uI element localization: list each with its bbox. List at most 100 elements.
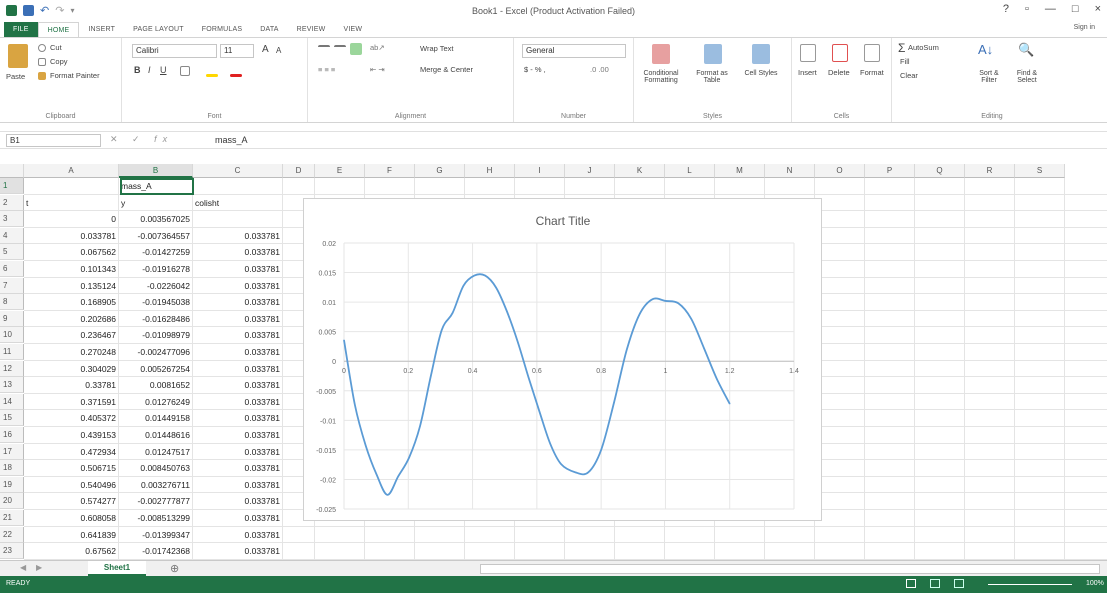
cell-b[interactable]: -0.002777877 (137, 496, 190, 507)
cell-a[interactable]: 0.236467 (80, 330, 116, 341)
find-select-button[interactable]: Find & Select (1016, 70, 1038, 84)
underline-button[interactable]: U (160, 65, 167, 75)
tab-insert[interactable]: INSERT (88, 26, 116, 33)
column-header[interactable]: C (193, 164, 283, 178)
minimize-icon[interactable]: — (1044, 3, 1056, 15)
cell-c[interactable]: 0.033781 (244, 413, 280, 424)
cell-b[interactable]: 0.01448616 (145, 430, 190, 440)
row-header[interactable]: 17 (0, 443, 24, 460)
cell-c[interactable]: colisht (195, 197, 220, 208)
row-header[interactable]: 8 (0, 294, 24, 311)
number-format-select[interactable]: General (522, 44, 626, 58)
cell-c[interactable]: 0.033781 (244, 546, 280, 557)
sheet-nav-next-icon[interactable]: ▶ (36, 563, 43, 572)
name-box[interactable]: B1 (6, 134, 101, 147)
cell-b[interactable]: -0.002477096 (137, 347, 190, 357)
maximize-icon[interactable]: □ (1071, 3, 1079, 15)
column-header[interactable]: F (365, 164, 415, 178)
cell-c[interactable] (195, 211, 283, 227)
row-header[interactable]: 7 (0, 277, 24, 294)
column-header[interactable]: M (715, 164, 765, 178)
cut-button[interactable]: Cut (50, 43, 62, 52)
cell-c[interactable]: 0.033781 (244, 479, 280, 490)
column-header[interactable]: J (565, 164, 615, 178)
row-header[interactable]: 18 (0, 460, 24, 477)
cell-a[interactable] (26, 178, 119, 194)
cell-c[interactable]: 0.033781 (244, 529, 280, 540)
autosum-button[interactable]: AutoSum (908, 43, 939, 52)
row-header[interactable]: 21 (0, 510, 24, 526)
cell-c[interactable]: 0.033781 (244, 297, 280, 308)
row-header[interactable]: 10 (0, 327, 24, 344)
row-header[interactable]: 19 (0, 476, 24, 493)
format-as-table-button[interactable]: Format as Table (696, 70, 728, 84)
tab-page-layout[interactable]: PAGE LAYOUT (133, 26, 184, 33)
cell-c[interactable] (195, 178, 283, 194)
cell-b[interactable]: 0.01276249 (145, 396, 190, 407)
cell-c[interactable]: 0.033781 (244, 380, 280, 391)
cell-b[interactable]: 0.003567025 (140, 214, 190, 225)
paste-button[interactable]: Paste (6, 72, 26, 81)
zoom-slider[interactable] (988, 584, 1072, 585)
indent-icon[interactable]: ⇤ ⇥ (370, 65, 385, 74)
row-header[interactable]: 20 (0, 493, 24, 510)
cell-b[interactable]: 0.005267254 (140, 363, 190, 374)
cell-b[interactable]: -0.01628486 (142, 313, 190, 324)
column-header[interactable]: I (515, 164, 565, 178)
cell-a[interactable]: 0.270248 (80, 347, 116, 357)
tab-formulas[interactable]: FORMULAS (201, 26, 243, 33)
row-header[interactable]: 4 (0, 227, 24, 244)
orientation-icon[interactable]: ab↗ (370, 43, 385, 52)
fill-button[interactable]: Fill (900, 57, 910, 66)
wrap-text-button[interactable]: Wrap Text (420, 44, 454, 53)
align-middle-icon[interactable] (334, 45, 346, 53)
row-header[interactable]: 6 (0, 261, 24, 277)
column-header[interactable]: K (615, 164, 665, 178)
row-header[interactable]: 11 (0, 344, 24, 360)
column-header[interactable]: D (283, 164, 315, 178)
column-header[interactable]: H (465, 164, 515, 178)
customize-qat-icon[interactable]: ▾ (70, 6, 75, 15)
sheet-tab-sheet1[interactable]: Sheet1 (88, 561, 146, 576)
page-break-view-icon[interactable] (954, 579, 964, 588)
cell-a[interactable]: 0 (111, 214, 116, 225)
tab-review[interactable]: REVIEW (296, 26, 326, 33)
cell-b[interactable]: -0.01427259 (142, 247, 190, 258)
row-header[interactable]: 22 (0, 526, 24, 543)
cell-b[interactable]: 0.003276711 (140, 479, 190, 490)
row-header[interactable]: 14 (0, 393, 24, 410)
cell-a[interactable]: 0.472934 (80, 446, 116, 457)
cell-c[interactable]: 0.033781 (244, 280, 280, 291)
column-header[interactable]: B (119, 164, 193, 178)
cell-a[interactable]: 0.033781 (80, 230, 116, 241)
align-left-icon[interactable]: ≡ ≡ ≡ (318, 65, 336, 74)
row-header[interactable]: 5 (0, 244, 24, 261)
cell-c[interactable]: 0.033781 (244, 313, 280, 324)
format-painter-button[interactable]: Format Painter (50, 71, 100, 80)
column-header[interactable]: L (665, 164, 715, 178)
select-all-corner[interactable] (0, 164, 24, 178)
cell-b[interactable]: -0.008513299 (137, 513, 190, 523)
close-icon[interactable]: × (1094, 3, 1101, 15)
column-header[interactable]: O (815, 164, 865, 178)
cell-c[interactable]: 0.033781 (244, 363, 280, 374)
formula-input[interactable]: mass_A (215, 135, 248, 145)
column-header[interactable]: S (1015, 164, 1065, 178)
add-sheet-icon[interactable]: ⊕ (170, 563, 180, 575)
cell-a[interactable]: 0.405372 (80, 413, 116, 424)
save-icon[interactable] (23, 5, 34, 16)
cell-b[interactable]: mass_A (121, 181, 152, 191)
zoom-level[interactable]: 100% (1086, 580, 1104, 587)
column-header[interactable]: P (865, 164, 915, 178)
tab-home[interactable]: HOME (37, 22, 80, 37)
tab-data[interactable]: DATA (260, 26, 279, 33)
cell-a[interactable]: t (26, 197, 29, 208)
cell-b[interactable]: -0.0226042 (146, 280, 190, 291)
cell-a[interactable]: 0.33781 (85, 380, 116, 391)
cell-b[interactable]: -0.01916278 (142, 264, 190, 274)
insert-cells-button[interactable]: Insert (798, 68, 817, 77)
cell-c[interactable]: 0.033781 (244, 513, 280, 523)
borders-icon[interactable] (180, 66, 190, 76)
font-size-select[interactable]: 11 (220, 44, 254, 58)
cell-b[interactable]: -0.01399347 (142, 529, 190, 540)
